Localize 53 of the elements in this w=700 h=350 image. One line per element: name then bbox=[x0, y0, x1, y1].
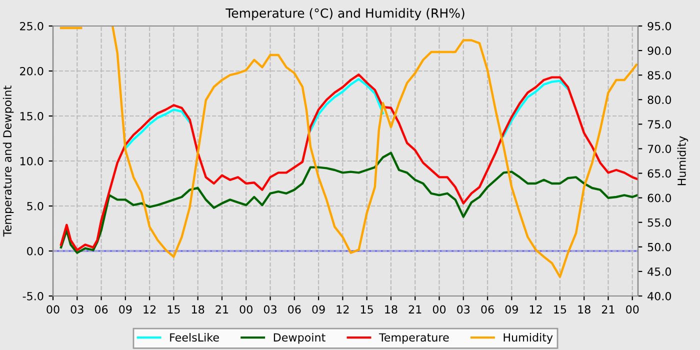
x-tick-label: 03 bbox=[70, 305, 84, 314]
x-tick-label: 12 bbox=[144, 305, 156, 314]
line-series bbox=[60, 152, 638, 254]
x-tick-label: 00 bbox=[626, 305, 639, 314]
x-tick-label: 12 bbox=[336, 305, 349, 314]
y2-tick-label: 90.0 bbox=[648, 46, 672, 55]
y2-tick-label: 60.0 bbox=[648, 194, 672, 202]
x-tick-label: 03 bbox=[264, 305, 276, 314]
y-tick-label: 0.0 bbox=[27, 246, 44, 256]
x-tick-label: 15 bbox=[554, 305, 566, 314]
y-tick-label: 15.0 bbox=[20, 112, 44, 120]
x-tick-label: 21 bbox=[408, 305, 422, 314]
y2-tick-label: 75.0 bbox=[648, 120, 672, 129]
x-tick-label: 00 bbox=[240, 305, 252, 314]
x-tick-label: 00 bbox=[46, 305, 60, 314]
x-tick-label: 09 bbox=[505, 305, 518, 314]
x-tick-label: 21 bbox=[216, 305, 228, 314]
x-tick-label: 06 bbox=[481, 305, 494, 314]
y-axis-title: Temperature and Dewpoint bbox=[2, 86, 14, 237]
y2-tick-label: 85.0 bbox=[648, 71, 672, 80]
x-tick-label: 21 bbox=[602, 305, 614, 314]
x-tick-label: 18 bbox=[578, 305, 590, 314]
x-tick-label: 12 bbox=[530, 305, 542, 314]
y2-tick-label: 45.0 bbox=[648, 267, 672, 276]
x-tick-label: 06 bbox=[288, 305, 301, 314]
x-tick-label: 06 bbox=[94, 305, 108, 314]
y2-tick-label: 65.0 bbox=[648, 169, 672, 178]
x-tick-label: 00 bbox=[432, 305, 446, 314]
y2-tick-label: 70.0 bbox=[648, 144, 672, 154]
x-tick-label: 15 bbox=[360, 305, 373, 314]
y-tick-label: 25.0 bbox=[20, 22, 44, 30]
legend-label: Temperature bbox=[378, 333, 449, 344]
y2-tick-label: 95.0 bbox=[648, 22, 672, 30]
x-tick-label: 03 bbox=[457, 305, 470, 314]
y2-tick-label: 40.0 bbox=[648, 292, 672, 300]
legend-label: Dewpoint bbox=[274, 333, 326, 344]
x-tick-label: 18 bbox=[192, 305, 204, 314]
y2-tick-label: 80.0 bbox=[648, 96, 672, 104]
y-tick-label: 5.0 bbox=[27, 202, 44, 210]
legend-label: FeelsLike bbox=[170, 333, 219, 342]
x-tick-label: 15 bbox=[168, 305, 180, 314]
y2-axis-title: Humidity bbox=[677, 136, 688, 186]
chart-title: Temperature (°C) and Humidity (RH%) bbox=[226, 8, 464, 20]
x-tick-label: 09 bbox=[312, 305, 325, 314]
y2-tick-label: 50.0 bbox=[648, 242, 672, 252]
y2-tick-label: 55.0 bbox=[648, 218, 672, 227]
line-series bbox=[60, 73, 638, 252]
x-tick-label: 09 bbox=[119, 305, 132, 314]
x-tick-label: 18 bbox=[385, 305, 398, 314]
y-tick-label: 10.0 bbox=[20, 156, 44, 166]
y-tick-label: 20.0 bbox=[20, 66, 44, 76]
y-tick-label: -5.0 bbox=[22, 292, 44, 300]
legend-label: Humidity bbox=[504, 333, 553, 344]
